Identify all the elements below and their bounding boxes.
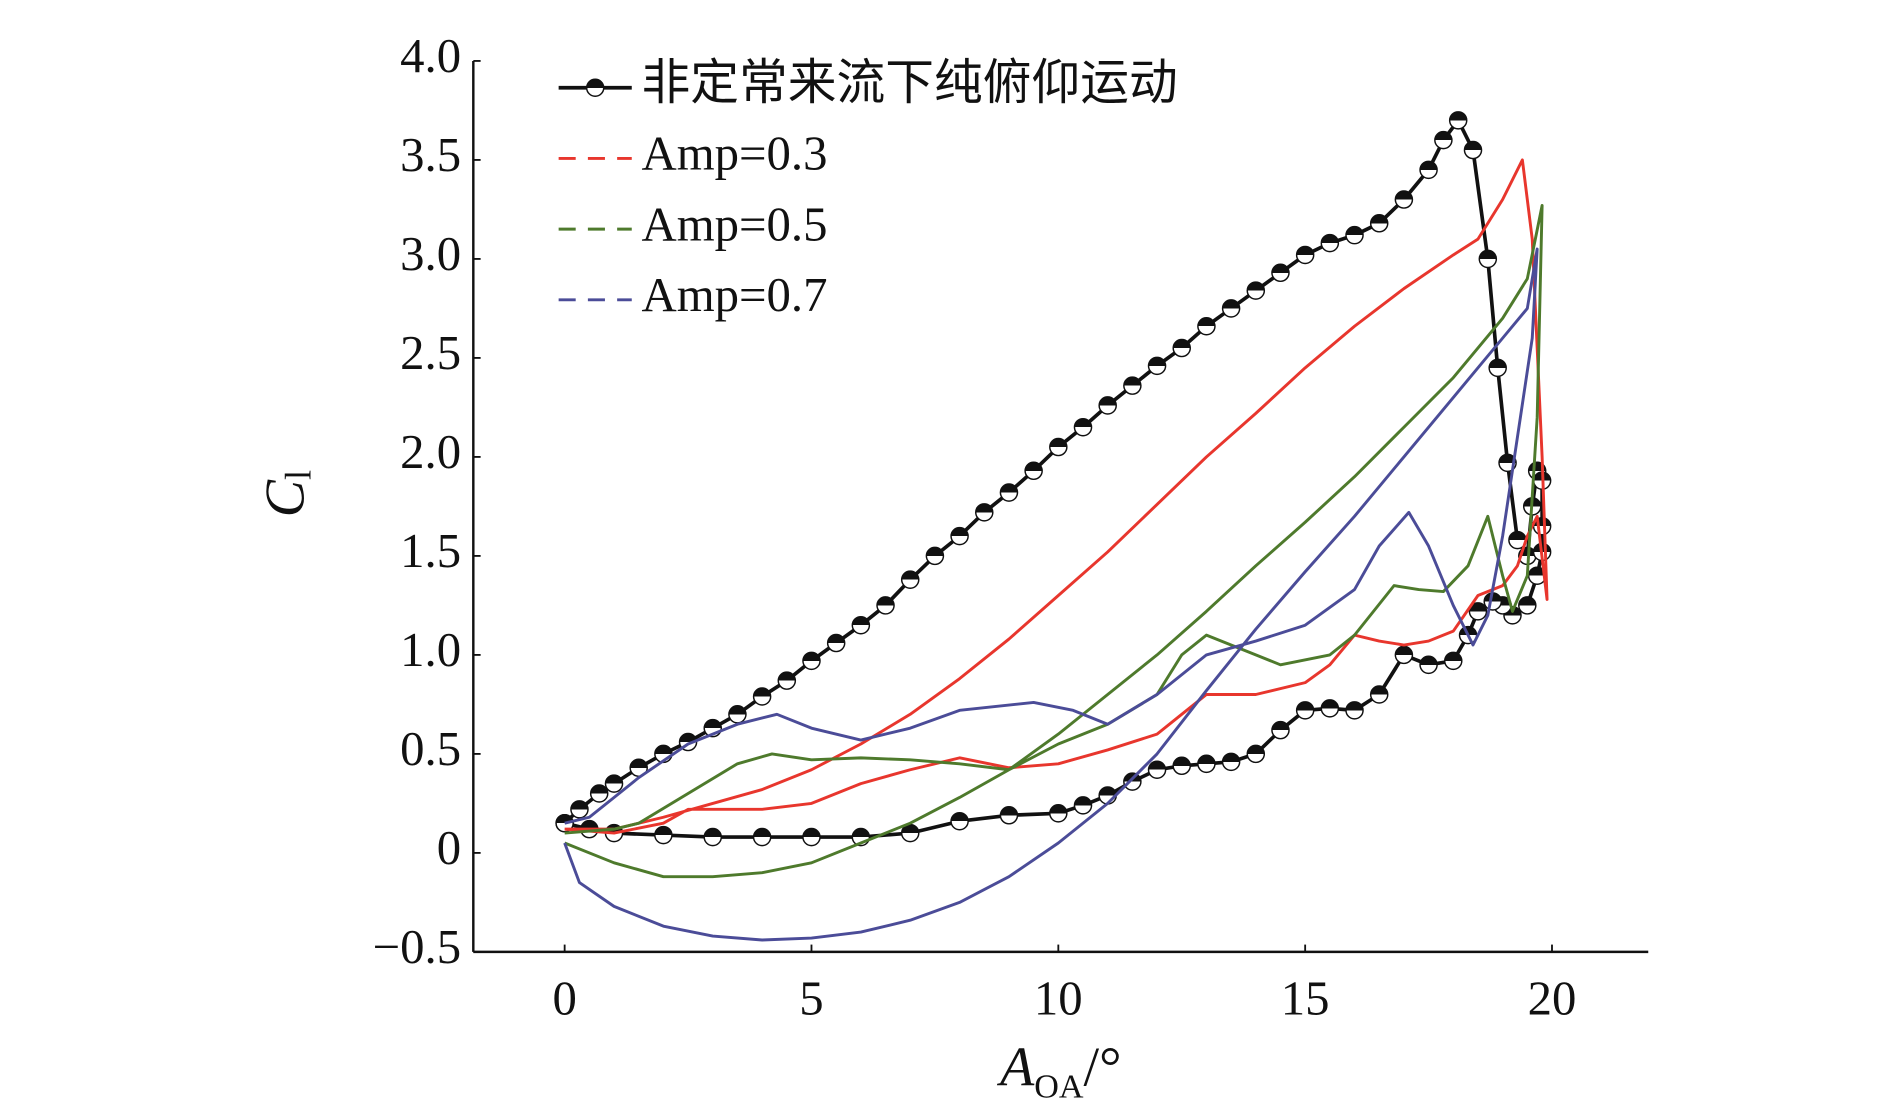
marker [1394,645,1414,665]
marker [703,827,723,847]
marker [1147,356,1167,376]
marker [1434,130,1453,150]
marker [1123,772,1142,791]
marker [1419,160,1438,180]
marker [1443,651,1463,671]
marker [589,784,609,803]
marker [777,671,797,690]
x-tick-label: 15 [1281,971,1330,1025]
marker [1320,699,1340,718]
legend-label: Amp=0.3 [642,127,828,181]
y-tick-label: 4.0 [400,29,461,83]
legend-label: Amp=0.7 [642,268,828,322]
marker [604,774,624,793]
marker [1295,701,1315,720]
y-tick-label: 0.5 [400,722,461,776]
marker [1123,376,1142,395]
marker [826,633,846,653]
x-tick-label: 5 [799,971,823,1025]
marker [1246,744,1266,764]
series-line [564,158,1549,835]
marker [1488,358,1507,378]
marker [1049,437,1068,457]
y-tick-label: 2.0 [400,425,461,479]
series-line [564,204,1544,879]
marker [876,596,895,615]
x-axis-label: AOA/° [996,1036,1122,1105]
marker [752,827,772,847]
marker [999,483,1019,502]
marker [654,825,673,845]
marker [1345,701,1364,720]
marker [1172,756,1192,776]
marker [1172,338,1192,358]
marker [851,615,871,635]
x-tick-label: 10 [1034,971,1083,1025]
marker [1246,281,1266,300]
marker [925,546,945,566]
marker [1197,316,1216,336]
marker [1345,225,1364,245]
marker [1320,233,1340,253]
marker [570,800,589,819]
y-tick-label: 3.5 [400,128,461,182]
y-tick-label: 3.0 [400,227,461,281]
x-tick-label: 0 [552,971,576,1025]
y-tick-label: 1.0 [400,623,461,677]
marker [1073,796,1093,815]
marker [1049,804,1068,823]
marker [1221,752,1241,772]
marker [802,827,821,847]
marker [802,651,821,671]
legend-label: Amp=0.5 [642,197,828,251]
marker [1147,760,1167,780]
y-tick-label: 0 [437,821,461,875]
marker [728,705,747,724]
y-axis-label: Cl [254,470,319,518]
marker [1463,140,1483,160]
marker [1073,417,1093,437]
marker [1468,602,1488,621]
marker [1369,214,1389,233]
marker [1271,720,1290,740]
marker [1518,596,1537,615]
y-tick-label: −0.5 [373,920,461,974]
marker [1394,190,1414,209]
marker [1478,249,1498,269]
marker [1221,299,1241,318]
marker [950,811,969,831]
x-tick-label: 20 [1528,971,1577,1025]
marker [1024,461,1043,481]
marker [1295,245,1315,265]
y-tick-label: 1.5 [400,524,461,578]
marker [950,526,969,546]
marker [900,570,920,589]
marker [975,503,994,522]
marker [1419,655,1438,675]
legend-label: 非定常来流下纯俯仰运动 [642,56,1178,110]
marker [1369,685,1389,704]
marker [1098,396,1117,415]
y-tick-label: 2.5 [400,326,461,380]
marker [1197,754,1216,774]
marker [999,806,1019,825]
marker [752,687,772,706]
legend-marker [585,78,605,98]
series-line [563,247,1539,942]
marker [1448,111,1468,130]
marker [1271,263,1290,283]
